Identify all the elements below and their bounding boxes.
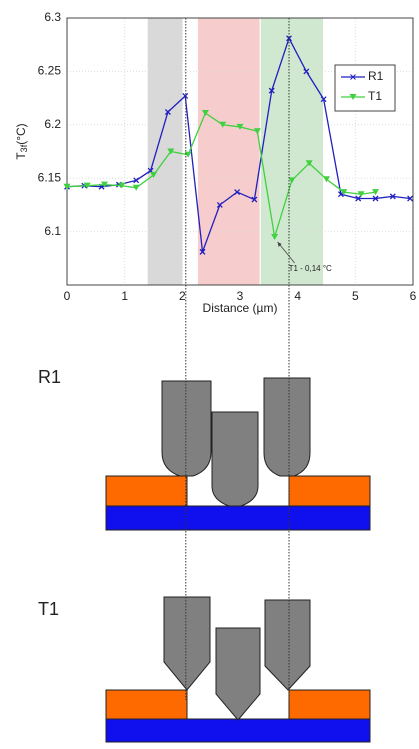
diagram-label: R1	[38, 367, 61, 387]
annotation: T1 - 0,14 °C	[289, 264, 332, 273]
marker	[253, 128, 261, 135]
y-axis-label: T3f(°C)	[14, 123, 29, 159]
tip	[163, 596, 211, 691]
y-tick-label: 6.25	[38, 64, 62, 78]
legend-label: T1	[368, 89, 382, 103]
x-axis-label: Distance (µm)	[203, 301, 278, 315]
marker	[219, 121, 227, 128]
band	[260, 18, 324, 285]
marker	[150, 171, 157, 178]
marker	[271, 233, 279, 240]
x-tick-label: 1	[121, 289, 128, 303]
tip	[211, 411, 259, 507]
x-tick-label: 4	[294, 289, 301, 303]
marker	[118, 182, 126, 189]
y-tick-label: 6.2	[44, 117, 61, 131]
y-axis-label-part: 3f	[19, 144, 29, 152]
plot-frame	[66, 17, 414, 286]
electrode	[105, 475, 188, 507]
marker	[199, 248, 206, 255]
band	[197, 18, 260, 285]
annotation-arrowhead	[277, 241, 282, 247]
legend-marker	[349, 94, 357, 100]
marker	[234, 189, 241, 196]
x-tick-label: 0	[64, 289, 71, 303]
marker	[251, 196, 258, 203]
marker	[236, 123, 244, 130]
diagram-label: T1	[38, 599, 59, 619]
legend-marker	[350, 74, 356, 80]
marker	[132, 184, 140, 191]
y-axis-label-part: (°C)	[14, 123, 28, 144]
marker	[303, 68, 310, 75]
marker	[320, 96, 327, 103]
substrate	[105, 505, 371, 531]
marker	[357, 191, 365, 198]
marker	[100, 181, 108, 188]
tip	[264, 599, 311, 691]
marker	[407, 195, 414, 202]
marker	[286, 35, 292, 42]
x-tick-label: 6	[410, 289, 417, 303]
tip	[263, 377, 311, 477]
marker	[372, 189, 380, 196]
marker	[268, 87, 275, 94]
tip	[161, 380, 212, 477]
x-tick-label: 3	[237, 289, 244, 303]
electrode	[288, 475, 371, 507]
y-tick-label: 6.3	[44, 10, 61, 24]
marker	[340, 189, 348, 196]
marker	[305, 160, 313, 167]
legend-label: R1	[368, 69, 384, 83]
tip	[215, 627, 261, 721]
marker	[63, 183, 71, 190]
electrode	[105, 689, 188, 720]
x-tick-label: 5	[352, 289, 359, 303]
annotation-arrow	[277, 241, 295, 264]
x-tick-label: 2	[179, 289, 186, 303]
marker	[184, 151, 192, 158]
marker	[323, 176, 330, 183]
y-tick-label: 6.15	[38, 170, 62, 184]
marker	[83, 182, 91, 189]
y-axis-label-part: T	[14, 152, 28, 160]
electrode	[288, 689, 371, 720]
legend-box	[334, 64, 396, 112]
y-tick-label: 6.1	[44, 224, 61, 238]
marker	[164, 109, 171, 115]
marker	[389, 193, 396, 200]
substrate	[105, 718, 371, 743]
marker	[167, 148, 175, 155]
marker	[355, 195, 362, 202]
marker	[201, 110, 209, 117]
marker	[216, 201, 223, 208]
band	[147, 18, 183, 285]
marker	[133, 177, 140, 184]
marker	[372, 195, 379, 202]
marker	[288, 177, 296, 184]
marker	[182, 93, 189, 99]
